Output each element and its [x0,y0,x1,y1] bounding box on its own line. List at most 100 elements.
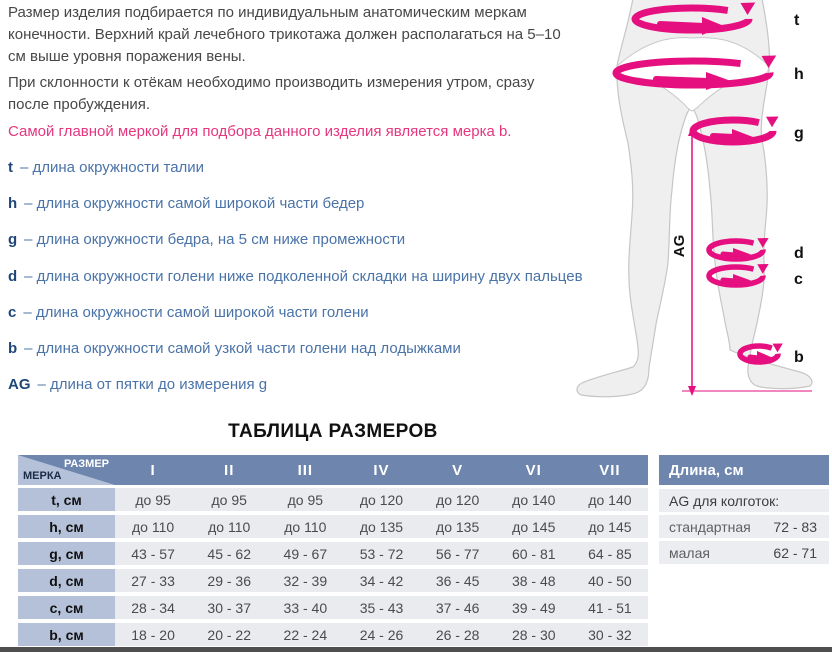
leg-measurement-diagram: AG t h g d c b [572,0,832,418]
measurement-key: b [8,340,18,358]
diagram-label-d: d [794,245,804,262]
measurement-key: c [8,303,17,321]
table-row-d: d, см 27 - 33 29 - 36 32 - 39 34 - 42 36 - 45… [18,569,648,592]
table-cell: до 110 [267,515,344,538]
table-cell: 39 - 49 [495,596,572,619]
table-row-t: t, см до 95 до 95 до 95 до 120 до 120 до 140 до… [18,488,648,511]
corner-label-size: РАЗМЕР [63,458,109,470]
table-cell: 36 - 45 [419,569,496,592]
circumference-arrow-h [612,55,777,90]
table-cell: 49 - 67 [267,542,344,565]
size-col-V: V [452,461,464,479]
measurement-text: – длина окружности бедра, на 5 см ниже п… [24,231,406,249]
intro-paragraph-1: Размер изделия подбирается по индивидуал… [8,4,561,65]
measurement-item-t: t – длина окружности талии [8,149,620,185]
size-col-III: III [297,461,314,479]
circumference-arrow-c [706,264,769,288]
table-cell: до 95 [191,488,268,511]
table-cell: до 135 [343,515,420,538]
measurement-item-d: d – длина окружности голени ниже подколен… [8,258,620,294]
table-cell: до 145 [495,515,572,538]
bottom-divider-bar [0,647,832,652]
table-cell: 22 - 24 [267,623,344,646]
measurement-item-c: c – длина окружности самой широкой части … [8,294,620,330]
measurement-key: AG [8,376,31,394]
measurement-key: h [8,194,18,212]
table-cell: до 95 [115,488,192,511]
table-cell: 40 - 50 [571,569,648,592]
length-row: малая 62 - 71 [659,541,829,564]
diagram-label-t: t [794,12,800,29]
table-cell: 18 - 20 [115,623,192,646]
table-cell: до 110 [191,515,268,538]
table-cell: до 120 [343,488,420,511]
table-cell: 35 - 43 [343,596,420,619]
table-corner-cell: РАЗМЕР МЕРКА [18,455,115,485]
table-row-b: b, см 18 - 20 20 - 22 22 - 24 24 - 26 26 - 28… [18,623,648,646]
length-row-label: малая [669,544,710,561]
measurement-key: t [8,158,13,176]
intro-paragraph-2: При склонности к отёкам необходимо произ… [8,74,535,113]
table-cell: 33 - 40 [267,596,344,619]
table-cell: 64 - 85 [571,542,648,565]
table-cell: 53 - 72 [343,542,420,565]
table-row-h: h, см до 110 до 110 до 110 до 135 до 135 до 14… [18,515,648,538]
row-header: c, см [18,596,115,619]
diagram-label-c: c [794,271,803,288]
table-cell: 30 - 32 [571,623,648,646]
ag-dimension-line: AG [671,126,812,396]
length-row-label: стандартная [669,518,751,535]
measurement-key: g [8,231,18,249]
measurement-text: – длина окружности самой узкой части гол… [24,340,461,358]
underwear-shape [616,37,770,112]
size-table-body: t, см до 95 до 95 до 95 до 120 до 120 до 140 до… [18,488,648,646]
size-col-IV: IV [373,461,390,479]
table-cell: 41 - 51 [571,596,648,619]
size-col-II: II [224,461,235,479]
measurement-item-g: g – длина окружности бедра, на 5 см ниже … [8,222,620,258]
table-cell: 26 - 28 [419,623,496,646]
table-row-c: c, см 28 - 34 30 - 37 33 - 40 35 - 43 37 - 46… [18,596,648,619]
table-cell: 30 - 37 [191,596,268,619]
diagram-label-ag: AG [671,235,688,258]
row-header: h, см [18,515,115,538]
size-table: РАЗМЕР МЕРКА I II III IV V VI VII t, см до 95 до… [18,455,648,646]
table-cell: 60 - 81 [495,542,572,565]
size-col-I: I [150,461,156,479]
table-cell: 37 - 46 [419,596,496,619]
table-cell: 34 - 42 [343,569,420,592]
size-col-VI: VI [525,461,542,479]
table-cell: 28 - 30 [495,623,572,646]
table-cell: 27 - 33 [115,569,192,592]
table-cell: 32 - 39 [267,569,344,592]
measurement-key: d [8,267,18,285]
measurement-text: – длина окружности самой широкой части г… [23,303,369,321]
length-row: стандартная 72 - 83 [659,515,829,538]
table-cell: до 140 [495,488,572,511]
highlight-note: Самой главной меркой для подбора данного… [8,123,512,140]
measurement-item-AG: AG – длина от пятки до измерения g [8,367,620,403]
size-table-title: ТАБЛИЦА РАЗМЕРОВ [228,421,438,442]
length-row-value: 72 - 83 [773,518,817,535]
corner-label-measure: МЕРКА [23,470,62,482]
table-cell: 43 - 57 [115,542,192,565]
measurement-text: – длина окружности голени ниже подколенн… [24,267,583,285]
measurement-item-b: b – длина окружности самой узкой части го… [8,330,620,366]
length-panel: Длина, см AG для колготок: стандартная 72… [659,455,829,564]
size-table-header-row: РАЗМЕР МЕРКА I II III IV V VI VII [18,455,648,485]
row-header: d, см [18,569,115,592]
table-cell: до 135 [419,515,496,538]
table-cell: 29 - 36 [191,569,268,592]
row-header: t, см [18,488,115,511]
row-header: b, см [18,623,115,646]
table-cell: до 145 [571,515,648,538]
table-cell: 56 - 77 [419,542,496,565]
table-cell: до 110 [115,515,192,538]
table-cell: 28 - 34 [115,596,192,619]
table-cell: до 120 [419,488,496,511]
table-cell: до 140 [571,488,648,511]
size-col-VII: VII [599,461,621,479]
measurement-list: t – длина окружности талии h – длина окружн… [8,149,620,403]
row-header: g, см [18,542,115,565]
